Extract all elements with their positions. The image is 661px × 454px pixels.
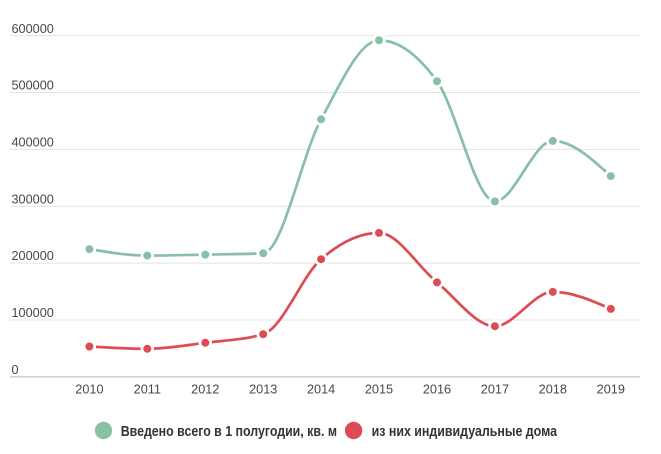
svg-text:300000: 300000 (12, 192, 54, 206)
svg-text:100000: 100000 (12, 306, 54, 320)
svg-text:2013: 2013 (249, 382, 277, 396)
svg-text:2016: 2016 (423, 382, 451, 396)
svg-text:2010: 2010 (75, 382, 103, 396)
svg-text:2014: 2014 (307, 382, 335, 396)
svg-text:2017: 2017 (481, 382, 509, 396)
svg-text:2019: 2019 (597, 382, 625, 396)
svg-text:Введено всего в 1 полугодии, к: Введено всего в 1 полугодии, кв. м (121, 423, 337, 440)
svg-text:0: 0 (12, 363, 19, 377)
svg-text:200000: 200000 (12, 249, 54, 263)
svg-text:2015: 2015 (365, 382, 393, 396)
svg-text:2012: 2012 (191, 382, 219, 396)
svg-text:500000: 500000 (12, 79, 54, 93)
svg-text:из них индивидуальные дома: из них индивидуальные дома (372, 423, 558, 440)
svg-text:2018: 2018 (539, 382, 567, 396)
svg-text:600000: 600000 (12, 22, 54, 36)
svg-text:2011: 2011 (134, 382, 161, 396)
svg-text:400000: 400000 (12, 136, 54, 150)
